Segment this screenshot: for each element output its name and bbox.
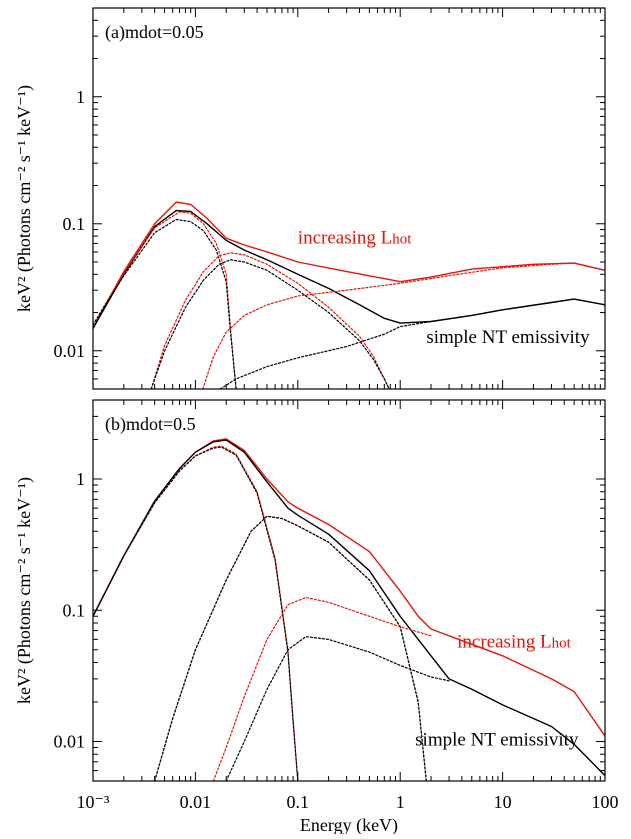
plot-frame — [92, 7, 606, 390]
series-line — [154, 515, 427, 781]
series-line — [93, 446, 299, 781]
series-line — [93, 439, 605, 777]
x-tick-label: 0.01 — [180, 792, 212, 812]
panel-b: 0.01 0.1 1 (b)mdot=0.5 increasing Lhot simple… — [14, 399, 606, 782]
annotation-subscript: hot — [392, 231, 412, 247]
annotation-text: simple NT emissivity — [426, 327, 590, 348]
annotation: simple NT emissivity — [426, 327, 590, 348]
series-line — [212, 596, 432, 781]
x-tick-label: 100 — [592, 792, 619, 812]
annotation: increasing Lhot — [457, 632, 571, 653]
panel-a: 0.01 0.1 1 (a)mdot=0.05 increasing Lhot simpl… — [14, 7, 606, 390]
series-line — [93, 218, 237, 389]
panel-label: (b)mdot=0.5 — [105, 414, 196, 435]
series-line — [93, 211, 237, 389]
series-line — [225, 636, 450, 781]
y-tick-label: 0.01 — [54, 731, 86, 751]
x-tick-label: 10⁻³ — [77, 792, 111, 812]
series-group — [93, 201, 605, 389]
series-line — [150, 252, 390, 389]
annotation: simple NT emissivity — [415, 730, 579, 751]
y-tick-label: 0.1 — [63, 600, 86, 620]
y-axis-label: keV² (Photons cm⁻² s⁻¹ keV⁻¹) — [14, 477, 35, 704]
annotation-subscript: hot — [552, 636, 572, 652]
x-axis: 10⁻³ 0.01 0.1 1 10 100 Energy (keV) — [77, 792, 619, 836]
panel-label: (a)mdot=0.05 — [105, 22, 204, 43]
y-tick-label: 0.1 — [63, 214, 86, 234]
axis-ticks — [92, 399, 606, 782]
x-axis-label: Energy (keV) — [300, 815, 398, 834]
y-axis-label: keV² (Photons cm⁻² s⁻¹ keV⁻¹) — [14, 85, 35, 312]
y-tick-label: 0.01 — [54, 341, 86, 361]
series-line — [93, 201, 605, 330]
series-line — [150, 259, 390, 389]
axis-ticks — [92, 7, 606, 390]
y-tick-label: 1 — [76, 87, 85, 107]
series-line — [202, 262, 605, 389]
annotation-text: increasing L — [457, 632, 551, 653]
annotation: increasing Lhot — [298, 227, 412, 248]
plot-frame — [92, 399, 606, 782]
series-line — [154, 515, 427, 781]
series-line — [93, 445, 299, 781]
annotation-text: simple NT emissivity — [415, 730, 579, 751]
series-line — [219, 298, 605, 389]
series-group — [93, 438, 605, 781]
annotation-text: increasing L — [298, 227, 392, 248]
x-tick-label: 1 — [396, 792, 405, 812]
x-tick-label: 0.1 — [287, 792, 310, 812]
x-tick-label: 10 — [494, 792, 512, 812]
y-tick-label: 1 — [76, 469, 85, 489]
